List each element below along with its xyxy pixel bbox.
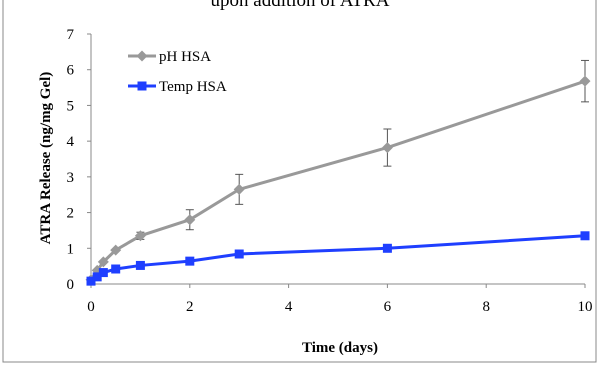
data-point [233, 183, 245, 195]
data-point [382, 243, 392, 253]
legend-marker [137, 81, 147, 91]
y-tick-label: 7 [67, 27, 75, 43]
series-2 [86, 231, 590, 286]
y-tick-label: 1 [67, 241, 75, 257]
x-tick-label: 8 [482, 299, 490, 315]
chart-border [2, 0, 597, 363]
data-point [98, 268, 108, 278]
x-tick-label: 10 [578, 299, 593, 315]
chart-title: upon addition of ATRA [211, 0, 390, 11]
series-layer [85, 59, 591, 286]
x-tick-label: 0 [87, 299, 95, 315]
x-tick-label: 2 [186, 299, 194, 315]
x-axis-label: Time (days) [302, 340, 378, 356]
y-tick-label: 5 [67, 98, 75, 114]
legend-item: Temp HSA [128, 79, 227, 95]
data-point [579, 75, 591, 87]
y-axis-label: ATRA Release (ng/mg Gel) [38, 72, 54, 245]
axes: 0 1 2 3 4 5 6 7 0 2 4 6 8 10 [67, 27, 593, 315]
data-point [86, 276, 96, 286]
data-point [135, 260, 145, 270]
data-point [381, 142, 393, 154]
data-point [92, 272, 102, 282]
data-point [580, 231, 590, 241]
data-point [184, 214, 196, 226]
y-tick-label: 0 [67, 277, 75, 293]
legend-marker [136, 50, 148, 62]
legend-label: pH HSA [159, 49, 211, 65]
y-tick-label: 4 [67, 134, 75, 150]
data-point [110, 244, 122, 256]
data-point [97, 256, 109, 268]
data-point [134, 230, 146, 242]
legend-item: pH HSA [128, 49, 211, 65]
legend-label: Temp HSA [159, 79, 227, 95]
data-point [185, 256, 195, 266]
y-tick-label: 6 [67, 63, 75, 79]
data-point [111, 264, 121, 274]
y-tick-label: 2 [67, 206, 75, 222]
legend: pH HSA Temp HSA [128, 49, 227, 95]
data-point [234, 249, 244, 259]
x-tick-label: 6 [384, 299, 392, 315]
y-tick-label: 3 [67, 170, 75, 186]
x-tick-label: 4 [285, 299, 293, 315]
